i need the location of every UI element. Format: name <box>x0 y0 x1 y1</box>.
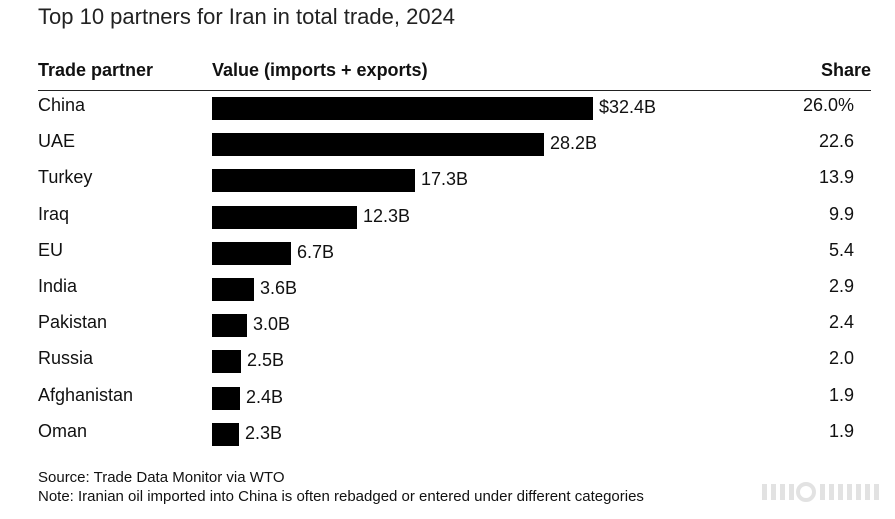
value-bar <box>212 241 291 265</box>
table-row: Turkey 17.3B 13.9 <box>0 162 895 198</box>
share-value: 22.6 <box>818 131 854 152</box>
column-header-value: Value (imports + exports) <box>212 60 428 80</box>
footnote: Note: Iranian oil imported into China is… <box>38 488 644 505</box>
value-label: 12.3B <box>363 205 411 226</box>
share-value: 26.0% <box>802 95 854 115</box>
share-value: 13.9 <box>818 167 854 188</box>
value-label: 2.3B <box>245 422 283 443</box>
value-label: 2.5B <box>247 350 285 371</box>
partner-label: Turkey <box>38 167 93 188</box>
value-label: 17.3B <box>421 169 469 190</box>
value-label: $32.4B <box>599 97 657 117</box>
value-label: 2.4B <box>246 386 284 407</box>
value-bar <box>212 350 241 374</box>
source-note: Source: Trade Data Monitor via WTO <box>38 469 285 486</box>
table-row: Pakistan 3.0B 2.4 <box>0 307 895 343</box>
column-header-partner: Trade partner <box>38 60 154 80</box>
value-label: 3.6B <box>260 278 298 298</box>
share-value: 1.9 <box>828 384 854 405</box>
partner-label: EU <box>38 239 64 260</box>
partner-label: Russia <box>38 348 94 369</box>
partner-label: Iraq <box>38 203 70 224</box>
value-bar <box>212 133 544 157</box>
value-bar <box>212 205 357 229</box>
share-value: 1.9 <box>828 420 854 441</box>
value-label: 6.7B <box>297 241 335 262</box>
value-bar <box>212 169 415 193</box>
table-row: UAE 28.2B 22.6 <box>0 126 895 162</box>
partner-label: China <box>38 95 86 115</box>
value-bar <box>212 422 239 446</box>
table-row: India 3.6B 2.9 <box>0 271 895 307</box>
table-row: Russia 2.5B 2.0 <box>0 343 895 379</box>
column-header-share: Share <box>820 60 871 80</box>
table-row: Oman 2.3B 1.9 <box>0 416 895 452</box>
partner-label: Pakistan <box>38 312 108 333</box>
value-bar <box>212 314 247 338</box>
partner-label: UAE <box>38 131 76 152</box>
share-value: 2.0 <box>828 348 854 369</box>
value-label: 3.0B <box>253 314 291 335</box>
table-row: EU 6.7B 5.4 <box>0 235 895 271</box>
partner-label: Afghanistan <box>38 384 134 405</box>
partner-label: Oman <box>38 420 88 441</box>
value-bar <box>212 386 240 410</box>
partner-label: India <box>38 276 78 296</box>
share-value: 2.4 <box>828 312 854 333</box>
chart-title: Top 10 partners for Iran in total trade,… <box>38 4 456 29</box>
table-row: Afghanistan 2.4B 1.9 <box>0 380 895 416</box>
value-label: 28.2B <box>550 133 598 154</box>
watermark-logo <box>762 482 879 502</box>
value-bar <box>212 278 254 301</box>
table-row: China $32.4B 26.0% <box>0 90 895 126</box>
value-bar <box>212 97 593 120</box>
share-value: 5.4 <box>828 239 854 260</box>
share-value: 2.9 <box>828 276 854 296</box>
table-row: Iraq 12.3B 9.9 <box>0 199 895 235</box>
header-divider <box>38 90 871 91</box>
share-value: 9.9 <box>828 203 854 224</box>
